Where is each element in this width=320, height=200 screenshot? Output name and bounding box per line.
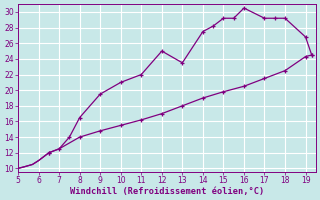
X-axis label: Windchill (Refroidissement éolien,°C): Windchill (Refroidissement éolien,°C) <box>70 187 264 196</box>
